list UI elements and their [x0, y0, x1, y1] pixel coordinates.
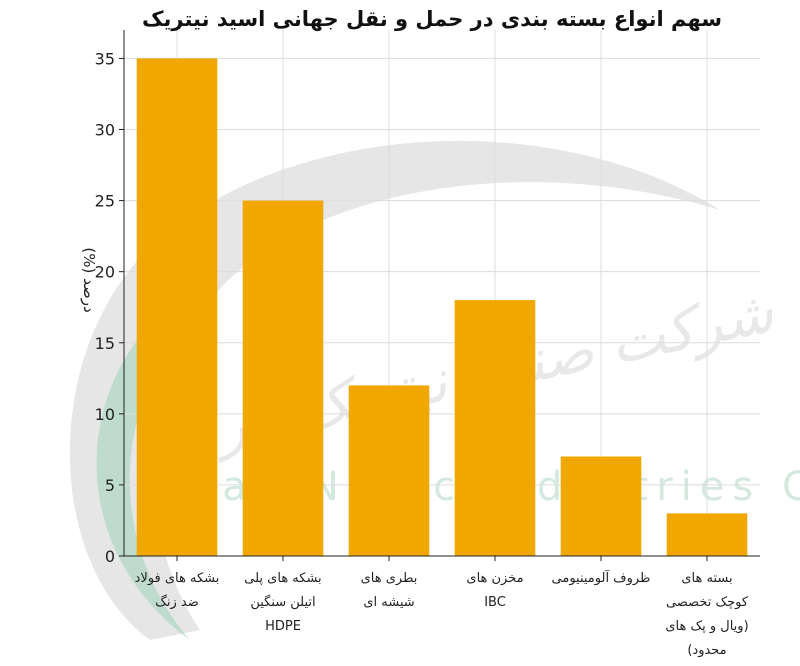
- x-category-label: کوچک تخصصی: [666, 595, 749, 610]
- chart-title: سهم انواع بسته بندی در حمل و نقل جهانی ا…: [142, 7, 722, 31]
- bars: [136, 58, 748, 556]
- y-tick-label: 5: [105, 476, 115, 495]
- y-tick-label: 10: [95, 405, 115, 424]
- x-category-label: ظروف آلومینیومی: [552, 569, 651, 586]
- x-category-label: اتیلن سنگین: [250, 594, 315, 610]
- y-tick-label: 0: [105, 547, 115, 566]
- bar-2: [348, 385, 430, 556]
- bar-4: [560, 456, 642, 556]
- y-tick-label: 25: [95, 192, 115, 211]
- x-category-label: بشکه های فولاد: [135, 571, 220, 586]
- y-ticks: 0 5 10 15 20 25 30 35: [95, 49, 124, 566]
- x-category-label: ضد زنگ: [155, 594, 199, 610]
- x-category-labels: بشکه های فولاد ضد زنگ بشکه های پلی اتیلن سن…: [135, 556, 749, 658]
- bar-5: [666, 513, 748, 556]
- x-category-label: بسته های: [681, 571, 732, 586]
- axes: [123, 30, 760, 557]
- bar-1: [242, 200, 324, 556]
- x-category-label: HDPE: [265, 619, 301, 634]
- y-tick-label: 20: [95, 263, 115, 282]
- watermark-arc-green: [96, 330, 190, 640]
- y-tick-label: 30: [95, 121, 115, 140]
- x-category-label: شیشه ای: [363, 595, 414, 610]
- x-category-label: (ویال و پک های: [665, 619, 748, 634]
- bar-3: [454, 300, 536, 556]
- y-axis-label: درصد (%): [80, 247, 98, 312]
- x-category-label: بشکه های پلی: [244, 571, 321, 586]
- watermark-arc-gray: [69, 140, 720, 640]
- y-tick-label: 15: [95, 334, 115, 353]
- x-category-label: بطری های: [361, 571, 418, 586]
- x-category-label: IBC: [484, 595, 506, 610]
- bar-0: [136, 58, 218, 556]
- x-category-label: مخزن های: [466, 571, 523, 586]
- y-tick-label: 35: [95, 49, 115, 68]
- x-category-label: محدود): [687, 643, 726, 658]
